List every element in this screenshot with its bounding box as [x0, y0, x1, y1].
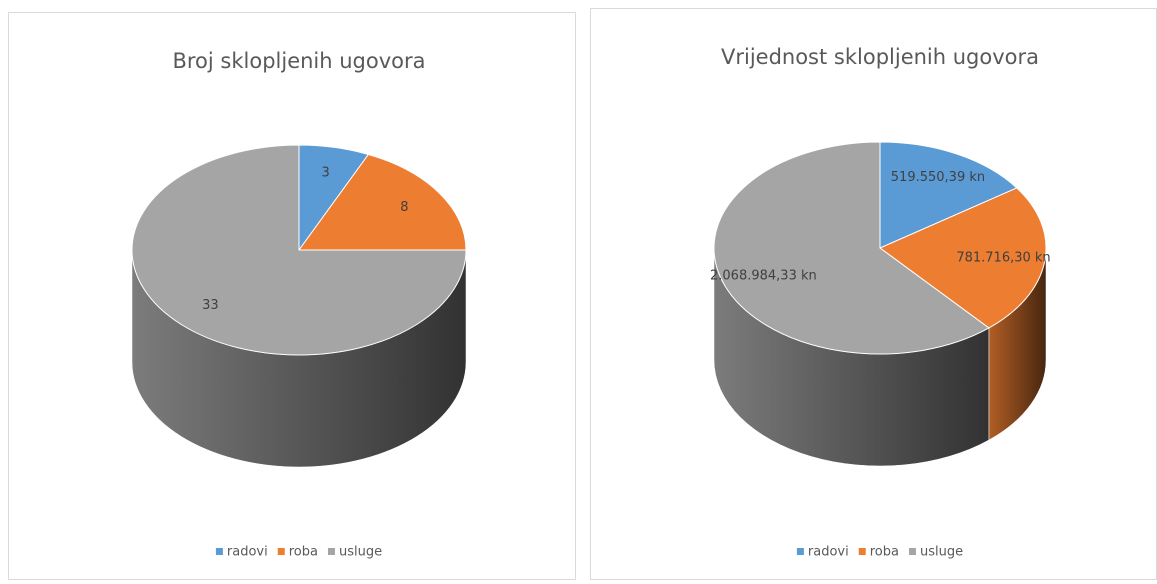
- legend-label: roba: [870, 545, 899, 560]
- data-label: 3: [321, 166, 329, 181]
- slice: [879, 187, 1047, 329]
- legend-label: usluge: [920, 545, 963, 560]
- data-label: 33: [202, 298, 219, 313]
- slice: [298, 153, 467, 251]
- legend-swatch: [277, 548, 285, 555]
- chart-title: Vrijednost sklopljenih ugovora: [721, 45, 1039, 69]
- legend-label: roba: [289, 545, 318, 560]
- legend-label: radovi: [227, 545, 268, 560]
- legend-swatch: [215, 548, 223, 555]
- legend-label: usluge: [339, 545, 382, 560]
- slice: [713, 141, 990, 355]
- legend-label: radovi: [808, 545, 849, 560]
- slice: [131, 144, 467, 356]
- chart-title: Broj sklopljenih ugovora: [172, 49, 425, 73]
- data-label: 2.068.984,33 kn: [710, 268, 817, 283]
- data-label: 781.716,30 kn: [956, 251, 1050, 266]
- legend-swatch: [796, 548, 804, 555]
- data-label: 519.550,39 kn: [891, 170, 985, 185]
- legend-swatch: [858, 548, 866, 555]
- legend-swatch: [908, 548, 916, 555]
- slice: [879, 141, 1018, 249]
- data-label: 8: [400, 200, 408, 215]
- legend-swatch: [327, 548, 335, 555]
